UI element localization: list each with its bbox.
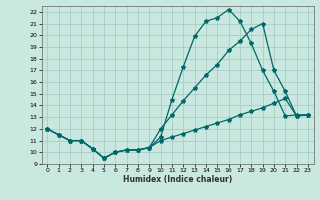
X-axis label: Humidex (Indice chaleur): Humidex (Indice chaleur) <box>123 175 232 184</box>
